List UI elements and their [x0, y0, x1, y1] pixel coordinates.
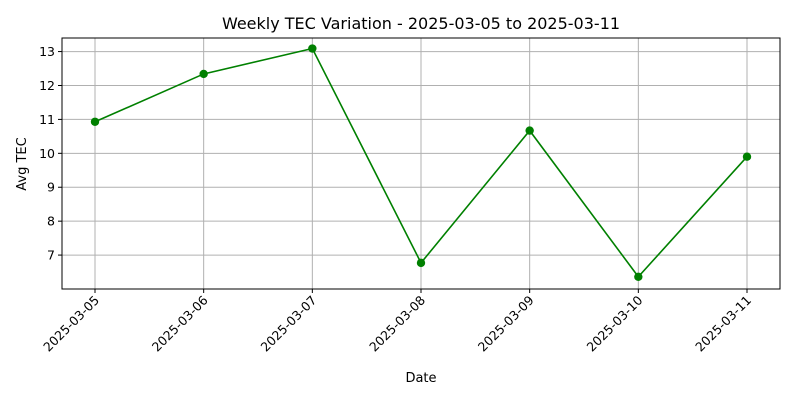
chart-title: Weekly TEC Variation - 2025-03-05 to 202…: [222, 14, 620, 33]
data-point: [634, 272, 643, 281]
y-axis: 7 8 9 10 11 12 13: [39, 44, 62, 263]
series-layer: [90, 44, 752, 281]
y-tick-label: 7: [47, 248, 55, 263]
x-tick-label: 2025-03-06: [149, 292, 211, 354]
plot-frame: [61, 37, 781, 290]
data-point: [742, 152, 752, 161]
data-point: [90, 117, 100, 126]
y-tick-label: 12: [39, 78, 55, 93]
y-tick-label: 8: [47, 214, 55, 229]
x-tick-label: 2025-03-09: [475, 292, 537, 354]
y-axis-label: Avg TEC: [15, 137, 30, 190]
x-tick-label: 2025-03-10: [583, 292, 645, 354]
data-point: [199, 69, 208, 79]
grid-layer: [62, 38, 780, 289]
x-axis: 2025-03-05 2025-03-06 2025-03-07 2025-03-08…: [40, 289, 754, 354]
data-point: [525, 126, 534, 135]
y-tick-label: 9: [47, 180, 55, 195]
y-tick-label: 11: [39, 112, 55, 127]
y-tick-label: 10: [39, 146, 55, 161]
x-axis-label: Date: [405, 371, 436, 386]
data-point: [416, 258, 426, 268]
x-tick-label: 2025-03-07: [257, 293, 319, 355]
x-tick-label: 2025-03-11: [692, 293, 754, 355]
x-tick-label: 2025-03-08: [366, 292, 428, 354]
y-tick-label: 13: [39, 44, 55, 59]
x-tick-label: 2025-03-05: [40, 293, 102, 355]
data-point: [308, 44, 317, 53]
